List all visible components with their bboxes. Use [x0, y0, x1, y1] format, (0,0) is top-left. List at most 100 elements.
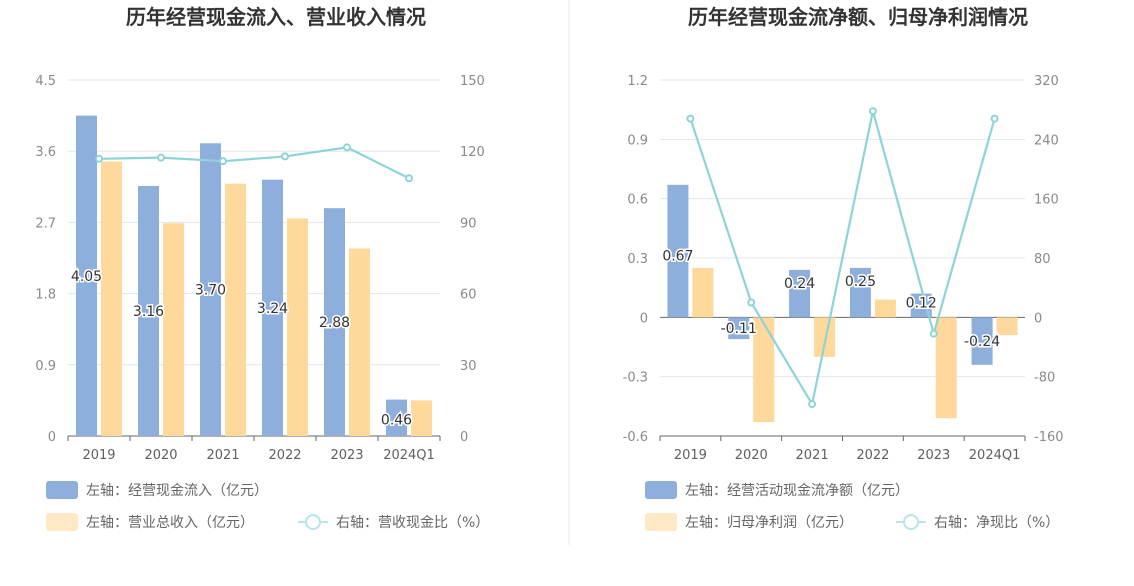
x-tick-label: 2019 [82, 448, 115, 463]
y-right-tick-label: 120 [460, 145, 485, 160]
bar-series-1 [76, 115, 97, 436]
ratio-line [98, 146, 410, 180]
y-left-tick-label: 0.9 [35, 359, 56, 374]
y-right-tick-label: 60 [460, 288, 477, 303]
bar-data-label: 3.24 [257, 301, 288, 317]
bar-series-2 [753, 317, 775, 423]
legend[interactable]: 左轴：经营现金流入（亿元） 左轴：营业总收入（亿元） 右轴：营收现金比（%） [46, 481, 489, 531]
bar-series-1 [971, 317, 993, 365]
chart-title: 历年经营现金流入、营业收入情况 [126, 5, 426, 29]
x-tick-label: 2019 [674, 448, 707, 463]
bar-data-label: 0.46 [381, 413, 412, 429]
legend[interactable]: 左轴：经营活动现金流净额（亿元） 左轴：归母净利润（亿元） 右轴：净现比（%） [645, 481, 1059, 531]
y-right-tick-label: 0 [460, 430, 468, 445]
bar-series-2 [101, 161, 122, 437]
x-tick-label: 2022 [268, 448, 301, 463]
bar-series-1 [910, 293, 932, 318]
bar-series-2 [874, 299, 896, 318]
bar-series-2 [935, 317, 957, 419]
chart-2: 历年经营现金流净额、归母净利润情况 -0.6 -160 -0.3 -80 0 0 0.3 80 0… [623, 5, 1064, 531]
y-right-tick-label: 90 [460, 216, 477, 231]
y-left-tick-label: 0 [640, 311, 648, 326]
bar-data-label: 0.12 [906, 296, 937, 312]
x-tick-label: 2020 [735, 448, 768, 463]
bar-data-label: 2.88 [319, 315, 350, 331]
y-left-tick-label: -0.3 [623, 371, 648, 386]
bar-series-2 [225, 183, 246, 436]
x-tick-label: 2020 [144, 448, 177, 463]
legend-label: 左轴：营业总收入（亿元） [86, 515, 254, 531]
legend-swatch [645, 481, 677, 499]
x-tick-label: 2021 [206, 448, 239, 463]
bar-series-2 [349, 248, 370, 436]
bar-data-label: 4.05 [71, 269, 102, 285]
ratio-point [405, 174, 413, 183]
y-right-tick-label: 240 [1034, 133, 1059, 148]
y-right-tick-label: -80 [1034, 371, 1055, 386]
y-right-tick-label: 320 [1034, 74, 1059, 89]
legend-swatch [645, 513, 677, 531]
bar-data-label: 3.16 [133, 304, 164, 320]
chart-title: 历年经营现金流净额、归母净利润情况 [688, 5, 1028, 29]
bar-series-1 [262, 179, 283, 436]
legend-swatch [46, 513, 78, 531]
chart-1: 历年经营现金流入、营业收入情况 0 0 0.9 30 1.8 60 2.7 90 3.6 120 4.… [35, 5, 489, 531]
y-right-tick-label: -160 [1034, 430, 1064, 445]
bar-series-1 [200, 143, 221, 437]
x-tick-label: 2024Q1 [383, 448, 435, 463]
y-left-tick-label: 1.2 [627, 74, 648, 89]
ratio-point [929, 329, 938, 338]
legend-marker [305, 514, 321, 530]
y-left-tick-label: -0.6 [623, 430, 648, 445]
y-left-tick-label: 0.3 [627, 252, 648, 267]
ratio-point [343, 143, 351, 152]
y-left-tick-label: 2.7 [35, 216, 56, 231]
bar-data-label: 0.25 [845, 274, 876, 290]
ratio-point [990, 114, 999, 123]
x-tick-label: 2023 [330, 448, 363, 463]
ratio-point [747, 298, 756, 307]
legend-label: 右轴：营收现金比（%） [336, 515, 489, 531]
bar-data-label: 0.67 [662, 248, 693, 264]
legend-label: 左轴：经营活动现金流净额（亿元） [685, 483, 909, 499]
y-left-tick-label: 0.6 [627, 193, 648, 208]
ratio-point [868, 107, 877, 116]
legend-label: 左轴：经营现金流入（亿元） [86, 483, 268, 499]
ratio-point [219, 157, 227, 166]
bar-data-label: 3.70 [195, 283, 226, 299]
bar-series-2 [287, 218, 308, 436]
x-tick-label: 2024Q1 [969, 448, 1021, 463]
y-right-tick-label: 80 [1034, 252, 1051, 267]
bar-series-1 [849, 267, 871, 318]
y-left-tick-label: 0 [48, 430, 56, 445]
ratio-point [157, 153, 165, 162]
y-right-tick-label: 150 [460, 74, 485, 89]
bar-data-label: -0.24 [964, 334, 1000, 350]
bar-series-2 [814, 317, 836, 357]
bar-series-1 [728, 317, 750, 340]
bar-data-label: -0.11 [721, 321, 757, 337]
bar-series-2 [692, 267, 714, 318]
ratio-point [808, 400, 817, 409]
bar-series-2 [411, 400, 432, 436]
y-left-tick-label: 3.6 [35, 145, 56, 160]
x-tick-label: 2023 [917, 448, 950, 463]
bar-series-1 [138, 186, 159, 436]
bar-series-1 [324, 208, 345, 436]
y-left-tick-label: 4.5 [35, 74, 56, 89]
legend-marker [903, 514, 919, 530]
bar-series-1 [789, 269, 811, 318]
bar-series-2 [996, 317, 1018, 336]
ratio-line [689, 110, 996, 408]
ratio-point [95, 154, 103, 163]
bar-series-2 [163, 223, 184, 436]
y-right-tick-label: 0 [1034, 311, 1042, 326]
ratio-point [281, 152, 289, 161]
bar-data-label: 0.24 [784, 276, 815, 292]
x-tick-label: 2021 [796, 448, 829, 463]
x-tick-label: 2022 [856, 448, 889, 463]
y-left-tick-label: 0.9 [627, 133, 648, 148]
legend-label: 左轴：归母净利润（亿元） [685, 514, 853, 531]
